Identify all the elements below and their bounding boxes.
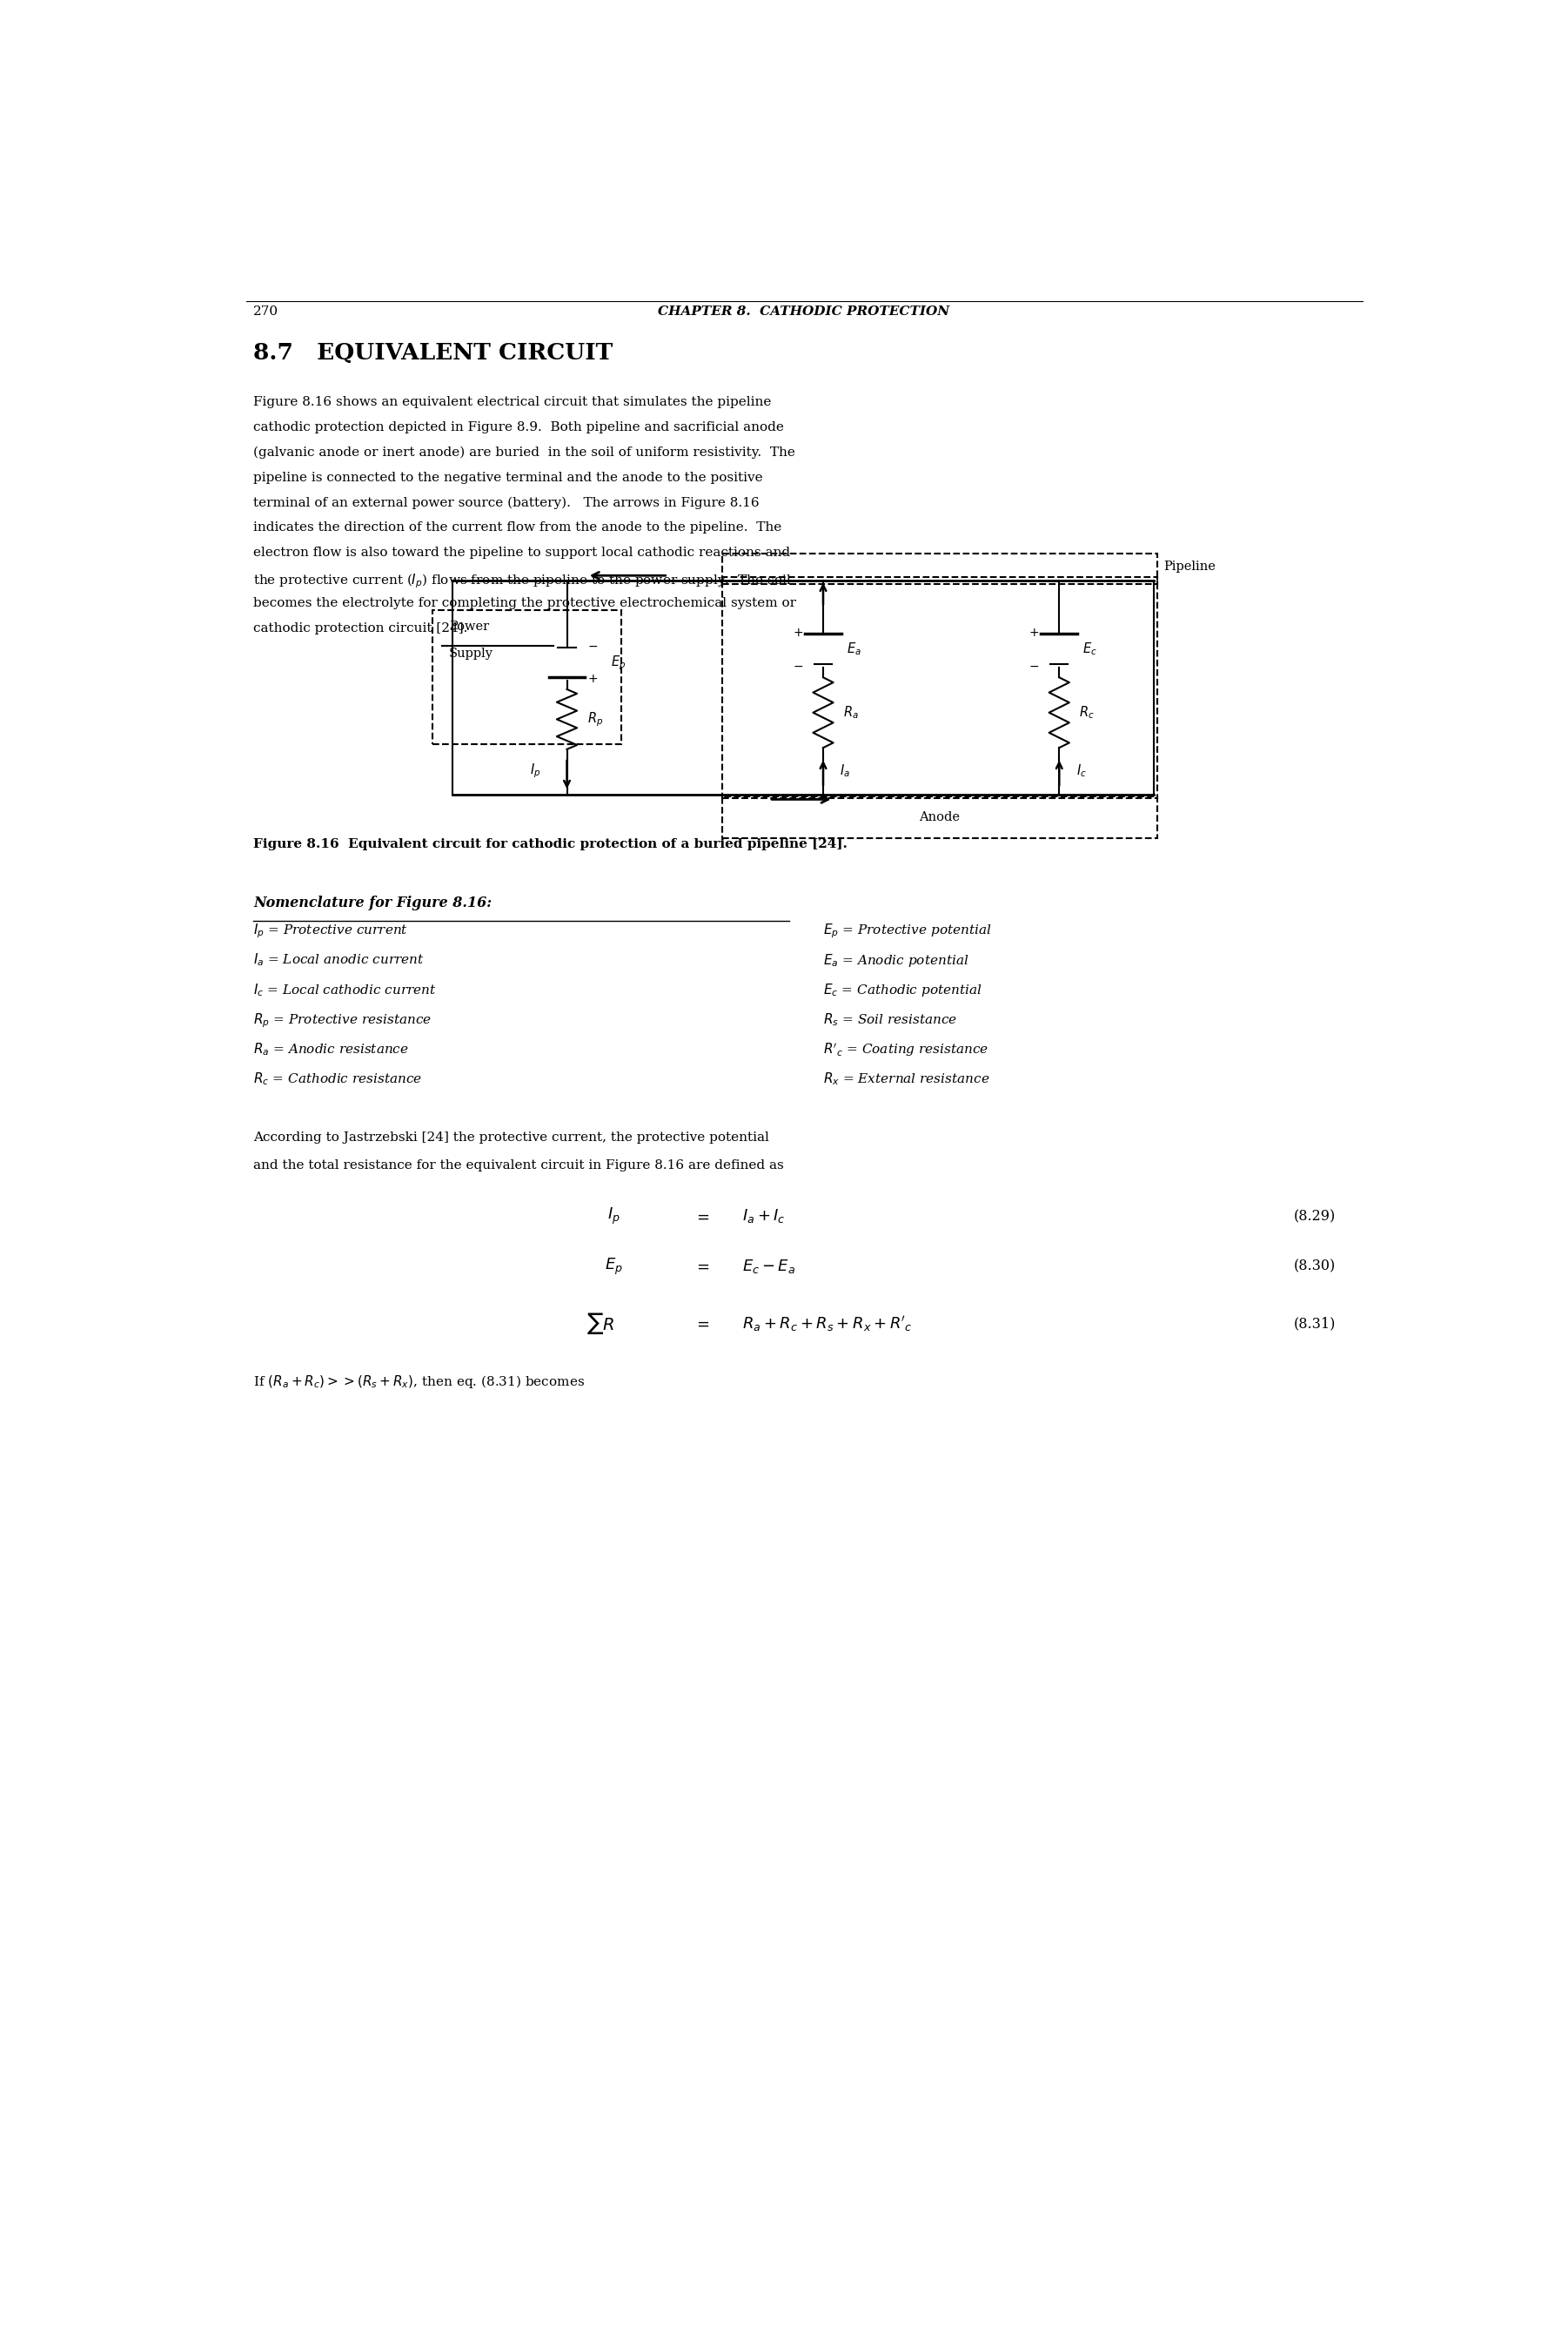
Text: $I_p$ = Protective current: $I_p$ = Protective current: [254, 921, 408, 940]
Text: the protective current ($I_p$) flows from the pipeline to the power supply.  The: the protective current ($I_p$) flows fro…: [254, 571, 792, 590]
Text: $\sum R$: $\sum R$: [586, 1311, 615, 1337]
Text: $R_x$ = External resistance: $R_x$ = External resistance: [823, 1072, 989, 1088]
Text: Power: Power: [448, 620, 489, 632]
Text: $I_a$: $I_a$: [840, 764, 850, 780]
Text: If $(R_a + R_c) >> (R_s + R_x)$, then eq. (8.31) becomes: If $(R_a + R_c) >> (R_s + R_x)$, then eq…: [254, 1375, 585, 1391]
Bar: [721, 797, 1157, 839]
Text: 8.7   EQUIVALENT CIRCUIT: 8.7 EQUIVALENT CIRCUIT: [254, 343, 613, 364]
Text: (8.29): (8.29): [1294, 1208, 1336, 1224]
Text: $R_c$ = Cathodic resistance: $R_c$ = Cathodic resistance: [254, 1072, 422, 1088]
Text: pipeline is connected to the negative terminal and the anode to the positive: pipeline is connected to the negative te…: [254, 472, 764, 484]
Text: $=$: $=$: [693, 1208, 710, 1224]
Text: $E_a$ = Anodic potential: $E_a$ = Anodic potential: [823, 952, 969, 968]
Text: (8.30): (8.30): [1294, 1260, 1336, 1274]
Text: $R_a + R_c + R_s + R_x + R'_c$: $R_a + R_c + R_s + R_x + R'_c$: [742, 1314, 913, 1332]
Text: $I_p$: $I_p$: [530, 761, 541, 780]
Text: Supply: Supply: [448, 646, 494, 660]
Text: (8.31): (8.31): [1294, 1316, 1336, 1330]
Text: According to Jastrzebski [24] the protective current, the protective potential: According to Jastrzebski [24] the protec…: [254, 1130, 770, 1144]
Text: $I_c$ = Local cathodic current: $I_c$ = Local cathodic current: [254, 982, 436, 999]
Text: $E_c - E_a$: $E_c - E_a$: [742, 1257, 795, 1276]
Text: indicates the direction of the current flow from the anode to the pipeline.  The: indicates the direction of the current f…: [254, 522, 782, 533]
Text: $I_p$: $I_p$: [608, 1206, 621, 1227]
Text: Pipeline: Pipeline: [1163, 562, 1215, 573]
Text: $I_a$ = Local anodic current: $I_a$ = Local anodic current: [254, 952, 425, 968]
Text: $I_a + I_c$: $I_a + I_c$: [742, 1208, 786, 1224]
Text: $=$: $=$: [693, 1260, 710, 1274]
Bar: [721, 555, 1157, 583]
Text: $=$: $=$: [693, 1316, 710, 1332]
Text: Figure 8.16 shows an equivalent electrical circuit that simulates the pipeline: Figure 8.16 shows an equivalent electric…: [254, 395, 771, 409]
Text: CHAPTER 8.  CATHODIC PROTECTION: CHAPTER 8. CATHODIC PROTECTION: [657, 306, 950, 317]
Text: $E_p$: $E_p$: [605, 1257, 622, 1276]
Text: $R_a$ = Anodic resistance: $R_a$ = Anodic resistance: [254, 1041, 409, 1058]
Text: $-$: $-$: [793, 660, 803, 672]
Text: $-$: $-$: [1029, 660, 1040, 672]
Text: $E_a$: $E_a$: [847, 642, 861, 658]
Text: $+$: $+$: [586, 672, 597, 684]
Text: cathodic protection circuit [24].: cathodic protection circuit [24].: [254, 623, 467, 634]
Text: (galvanic anode or inert anode) are buried  in the soil of uniform resistivity. : (galvanic anode or inert anode) are buri…: [254, 446, 795, 458]
Text: Nomenclature for Figure 8.16:: Nomenclature for Figure 8.16:: [254, 895, 492, 909]
Text: $R_a$: $R_a$: [844, 705, 859, 721]
Text: $E_c$ = Cathodic potential: $E_c$ = Cathodic potential: [823, 982, 982, 999]
Text: $I_c$: $I_c$: [1076, 764, 1087, 780]
Text: electron flow is also toward the pipeline to support local cathodic reactions an: electron flow is also toward the pipelin…: [254, 548, 790, 559]
Text: $R'_c$ = Coating resistance: $R'_c$ = Coating resistance: [823, 1041, 989, 1058]
Text: 270: 270: [254, 306, 279, 317]
Text: $R_p$ = Protective resistance: $R_p$ = Protective resistance: [254, 1010, 431, 1029]
Text: $+$: $+$: [1029, 627, 1040, 639]
Text: $+$: $+$: [793, 627, 803, 639]
Text: Anode: Anode: [919, 811, 960, 822]
Text: $E_c$: $E_c$: [1083, 642, 1098, 658]
Text: Figure 8.16  Equivalent circuit for cathodic protection of a buried pipeline [24: Figure 8.16 Equivalent circuit for catho…: [254, 839, 848, 851]
Text: cathodic protection depicted in Figure 8.9.  Both pipeline and sacrificial anode: cathodic protection depicted in Figure 8…: [254, 421, 784, 432]
Text: $R_p$: $R_p$: [586, 710, 604, 728]
Text: and the total resistance for the equivalent circuit in Figure 8.16 are defined a: and the total resistance for the equival…: [254, 1159, 784, 1170]
Bar: [433, 611, 621, 745]
Text: terminal of an external power source (battery).   The arrows in Figure 8.16: terminal of an external power source (ba…: [254, 496, 759, 510]
Text: $R_s$ = Soil resistance: $R_s$ = Soil resistance: [823, 1010, 956, 1027]
Text: $-$: $-$: [586, 639, 597, 651]
Bar: [721, 576, 1157, 799]
Text: $E_p$: $E_p$: [610, 653, 626, 672]
Text: $R_c$: $R_c$: [1079, 705, 1094, 721]
Text: becomes the electrolyte for completing the protective electrochemical system or: becomes the electrolyte for completing t…: [254, 597, 797, 609]
Text: $E_p$ = Protective potential: $E_p$ = Protective potential: [823, 921, 991, 940]
